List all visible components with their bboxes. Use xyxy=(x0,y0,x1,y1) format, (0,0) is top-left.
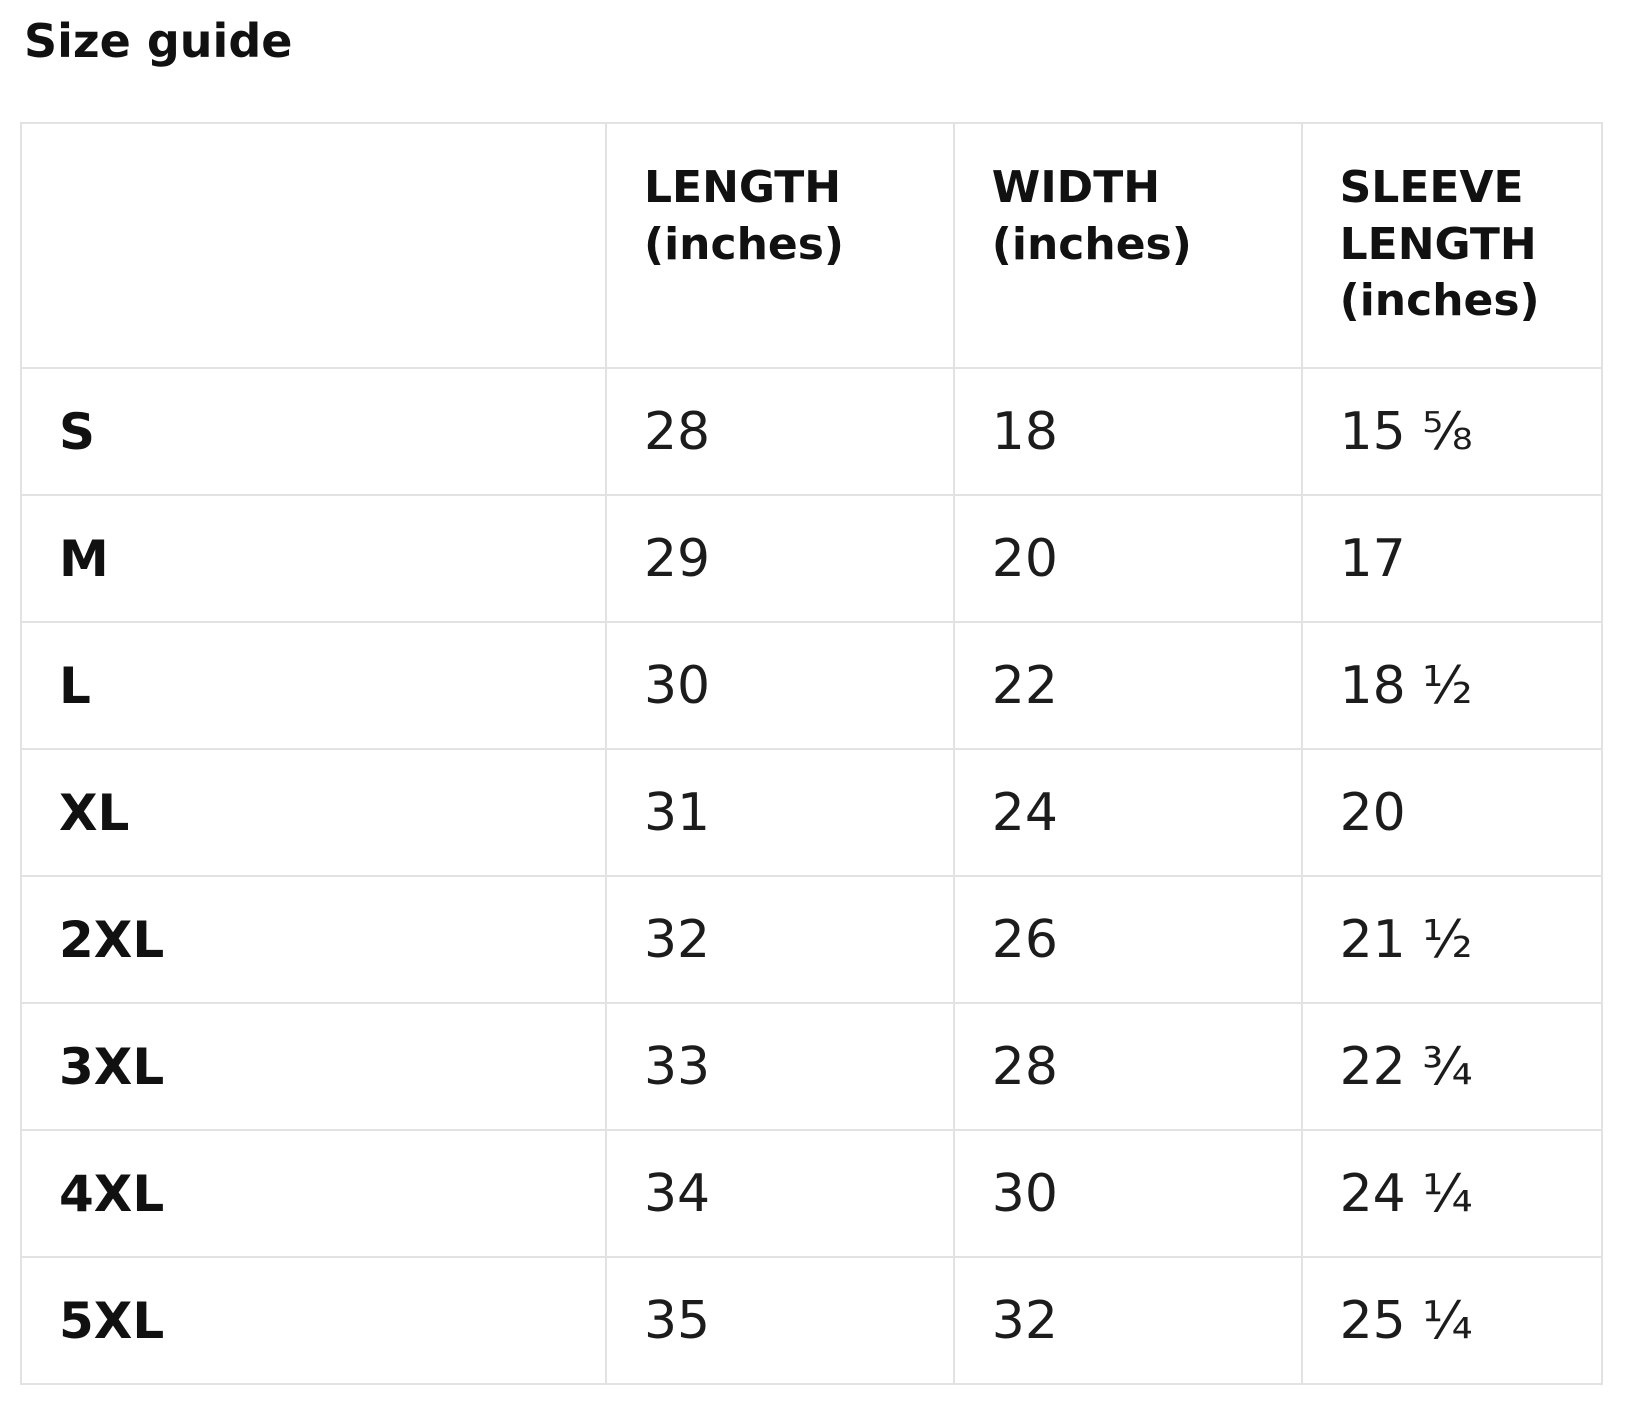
sleeve-length-value: 17 xyxy=(1300,494,1604,624)
length-value: 33 xyxy=(604,1002,955,1132)
width-value: 24 xyxy=(952,748,1303,878)
column-header-sleeve-length: SLEEVE LENGTH (inches) xyxy=(1300,122,1604,370)
sleeve-length-value: 22 ¾ xyxy=(1300,1002,1604,1132)
table-row-s: S 28 18 15 ⅝ xyxy=(20,367,1604,497)
table-row-m: M 29 20 17 xyxy=(20,494,1604,624)
sleeve-length-value: 20 xyxy=(1300,748,1604,878)
column-header-size xyxy=(20,122,607,370)
column-header-length: LENGTH (inches) xyxy=(604,122,955,370)
width-value: 22 xyxy=(952,621,1303,751)
sleeve-length-value: 21 ½ xyxy=(1300,875,1604,1005)
page-title: Size guide xyxy=(24,14,293,68)
table-row-l: L 30 22 18 ½ xyxy=(20,621,1604,751)
length-value: 31 xyxy=(604,748,955,878)
table-row-xl: XL 31 24 20 xyxy=(20,748,1604,878)
size-label: L xyxy=(20,621,607,751)
sleeve-length-value: 18 ½ xyxy=(1300,621,1604,751)
header-row: LENGTH (inches) WIDTH (inches) SLEEVE LE… xyxy=(20,122,1604,370)
column-header-width: WIDTH (inches) xyxy=(952,122,1303,370)
length-value: 29 xyxy=(604,494,955,624)
size-label: 3XL xyxy=(20,1002,607,1132)
size-label: 4XL xyxy=(20,1129,607,1259)
size-guide-table: LENGTH (inches) WIDTH (inches) SLEEVE LE… xyxy=(20,122,1604,1386)
sleeve-length-value: 25 ¼ xyxy=(1300,1256,1604,1386)
length-value: 34 xyxy=(604,1129,955,1259)
table-row-4xl: 4XL 34 30 24 ¼ xyxy=(20,1129,1604,1259)
table-row-5xl: 5XL 35 32 25 ¼ xyxy=(20,1256,1604,1386)
table-row-3xl: 3XL 33 28 22 ¾ xyxy=(20,1002,1604,1132)
size-label: M xyxy=(20,494,607,624)
length-value: 28 xyxy=(604,367,955,497)
size-label: 5XL xyxy=(20,1256,607,1386)
sleeve-length-value: 24 ¼ xyxy=(1300,1129,1604,1259)
width-value: 32 xyxy=(952,1256,1303,1386)
width-value: 28 xyxy=(952,1002,1303,1132)
width-value: 30 xyxy=(952,1129,1303,1259)
size-guide-section: Size guide LENGTH (inches) WIDTH (inches… xyxy=(0,14,1626,1386)
length-value: 32 xyxy=(604,875,955,1005)
length-value: 30 xyxy=(604,621,955,751)
table-row-2xl: 2XL 32 26 21 ½ xyxy=(20,875,1604,1005)
width-value: 18 xyxy=(952,367,1303,497)
sleeve-length-value: 15 ⅝ xyxy=(1300,367,1604,497)
size-label: S xyxy=(20,367,607,497)
length-value: 35 xyxy=(604,1256,955,1386)
width-value: 20 xyxy=(952,494,1303,624)
width-value: 26 xyxy=(952,875,1303,1005)
size-label: 2XL xyxy=(20,875,607,1005)
size-label: XL xyxy=(20,748,607,878)
